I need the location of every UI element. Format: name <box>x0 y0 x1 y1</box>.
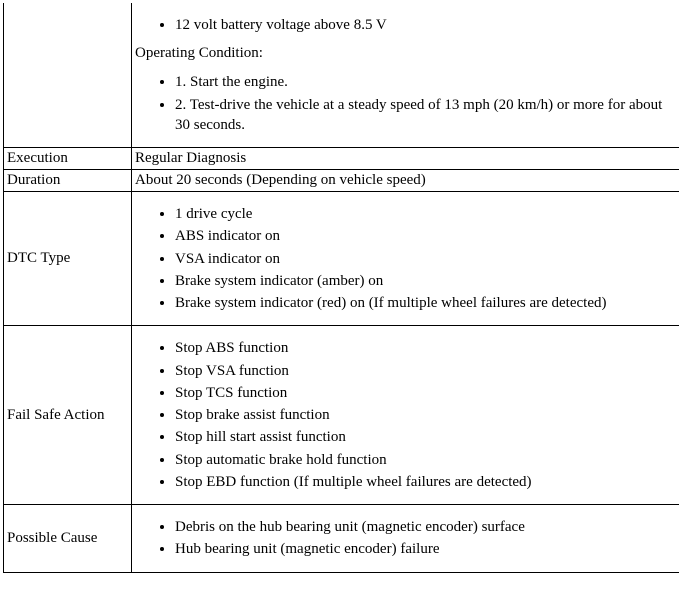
list-item: Debris on the hub bearing unit (magnetic… <box>175 517 679 537</box>
table-row: Possible Cause Debris on the hub bearing… <box>4 505 679 573</box>
cause-label: Possible Cause <box>4 505 132 573</box>
list-item: Stop VSA function <box>175 361 679 381</box>
list-item: Stop TCS function <box>175 383 679 403</box>
table-row: Fail Safe Action Stop ABS function Stop … <box>4 326 679 505</box>
enable-label-cell <box>4 3 132 148</box>
list-item: Stop EBD function (If multiple wheel fai… <box>175 472 679 492</box>
enable-list: 12 volt battery voltage above 8.5 V <box>135 15 679 35</box>
operating-condition-list: 1. Start the engine. 2. Test-drive the v… <box>135 72 679 135</box>
list-item: 2. Test-drive the vehicle at a steady sp… <box>175 95 679 136</box>
list-item: ABS indicator on <box>175 226 679 246</box>
list-item: VSA indicator on <box>175 249 679 269</box>
duration-value: About 20 seconds (Depending on vehicle s… <box>132 170 679 192</box>
operating-condition-heading: Operating Condition: <box>135 45 679 62</box>
duration-label: Duration <box>4 170 132 192</box>
failsafe-list: Stop ABS function Stop VSA function Stop… <box>135 338 679 492</box>
cause-list: Debris on the hub bearing unit (magnetic… <box>135 517 679 560</box>
dtc-content: 1 drive cycle ABS indicator on VSA indic… <box>132 192 679 326</box>
list-item: 1 drive cycle <box>175 204 679 224</box>
dtc-list: 1 drive cycle ABS indicator on VSA indic… <box>135 204 679 313</box>
list-item: Stop automatic brake hold function <box>175 450 679 470</box>
failsafe-content: Stop ABS function Stop VSA function Stop… <box>132 326 679 505</box>
list-item: Stop brake assist function <box>175 405 679 425</box>
dtc-label: DTC Type <box>4 192 132 326</box>
cause-content: Debris on the hub bearing unit (magnetic… <box>132 505 679 573</box>
table-row: Execution Regular Diagnosis <box>4 148 679 170</box>
diagnostic-table: 12 volt battery voltage above 8.5 V Oper… <box>3 3 679 573</box>
list-item: 12 volt battery voltage above 8.5 V <box>175 15 679 35</box>
failsafe-label: Fail Safe Action <box>4 326 132 505</box>
list-item: Stop ABS function <box>175 338 679 358</box>
table-row: Duration About 20 seconds (Depending on … <box>4 170 679 192</box>
list-item: Stop hill start assist function <box>175 427 679 447</box>
list-item: 1. Start the engine. <box>175 72 679 92</box>
list-item: Brake system indicator (amber) on <box>175 271 679 291</box>
enable-content-cell: 12 volt battery voltage above 8.5 V Oper… <box>132 3 679 148</box>
execution-value: Regular Diagnosis <box>132 148 679 170</box>
execution-label: Execution <box>4 148 132 170</box>
list-item: Hub bearing unit (magnetic encoder) fail… <box>175 539 679 559</box>
table-row: 12 volt battery voltage above 8.5 V Oper… <box>4 3 679 148</box>
table-row: DTC Type 1 drive cycle ABS indicator on … <box>4 192 679 326</box>
list-item: Brake system indicator (red) on (If mult… <box>175 293 679 313</box>
